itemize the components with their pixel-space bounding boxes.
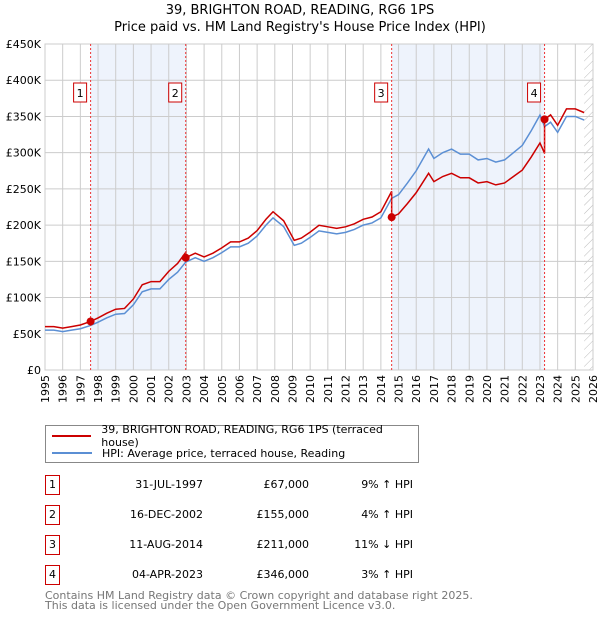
sale-marker-badge: 2 xyxy=(45,505,60,525)
sale-point xyxy=(540,115,549,124)
sale-label-box xyxy=(73,82,88,103)
x-tick-label: 2017 xyxy=(428,375,441,403)
x-tick-label: 2023 xyxy=(534,375,547,403)
x-tick-label: 1999 xyxy=(110,375,123,403)
x-tick-label: 2020 xyxy=(481,375,494,403)
x-tick-label: 2007 xyxy=(251,375,264,403)
y-tick-label: £450K xyxy=(6,38,42,51)
footer-line: Contains HM Land Registry data © Crown c… xyxy=(45,589,473,602)
x-tick-label: 2025 xyxy=(569,375,582,403)
y-tick-label: £250K xyxy=(6,183,42,196)
sale-price: £346,000 xyxy=(256,568,310,581)
x-tick-label: 2024 xyxy=(552,375,565,403)
x-tick-label: 2016 xyxy=(410,375,423,403)
chart-subtitle: Price paid vs. HM Land Registry's House … xyxy=(114,20,486,35)
sale-label: 4 xyxy=(531,87,538,100)
sale-label-box xyxy=(168,82,183,103)
sale-hpi-diff: 3% ↑ HPI xyxy=(361,568,413,581)
x-tick-label: 2001 xyxy=(145,375,158,403)
footer-line: This data is licensed under the Open Gov… xyxy=(45,599,396,612)
property-price-line xyxy=(45,108,585,329)
forecast-hatch xyxy=(584,44,593,370)
legend-item-property: 39, BRIGHTON ROAD, READING, RG6 1PS (ter… xyxy=(52,423,418,449)
sale-date: 11-AUG-2014 xyxy=(129,538,203,551)
x-tick-label: 2026 xyxy=(587,375,600,403)
sale-label-box xyxy=(527,82,542,103)
x-tick-label: 2004 xyxy=(198,375,211,403)
x-tick-label: 1996 xyxy=(57,375,70,403)
sale-date: 31-JUL-1997 xyxy=(135,478,203,491)
x-tick-label: 2008 xyxy=(269,375,282,403)
sale-hpi-diff: 11% ↓ HPI xyxy=(354,538,413,551)
sale-price: £67,000 xyxy=(263,478,310,491)
sale-label-box xyxy=(374,82,389,103)
sale-price: £211,000 xyxy=(256,538,310,551)
y-tick-label: £200K xyxy=(6,219,42,232)
plot-border xyxy=(44,43,594,371)
sale-date: 16-DEC-2002 xyxy=(129,508,203,521)
sale-marker-badge: 4 xyxy=(45,565,60,585)
sale-point xyxy=(181,253,190,262)
sale-label: 2 xyxy=(172,87,179,100)
x-tick-label: 2006 xyxy=(233,375,246,403)
sale-label: 3 xyxy=(378,87,385,100)
legend-label: HPI: Average price, terraced house, Read… xyxy=(102,446,346,460)
x-tick-label: 2022 xyxy=(516,375,529,403)
x-tick-label: 2013 xyxy=(357,375,370,403)
footer: Contains HM Land Registry data © Crown c… xyxy=(45,589,473,612)
plot-area: 1995 1996 1997 1998 1999 2000 2001 2002 2003 2004… xyxy=(6,38,600,403)
legend-item-hpi: HPI: Average price, terraced house, Read… xyxy=(52,445,345,461)
sale-point xyxy=(86,317,95,326)
legend-swatch-red xyxy=(52,435,92,437)
x-tick-label: 2019 xyxy=(463,375,476,403)
sale-label: 1 xyxy=(77,87,84,100)
y-tick-label: £150K xyxy=(6,255,42,268)
shaded-period xyxy=(391,44,545,370)
x-tick-label: 2012 xyxy=(340,375,353,403)
x-tick-label: 2018 xyxy=(446,375,459,403)
sale-hpi-diff: 9% ↑ HPI xyxy=(361,478,413,491)
chart-title: 39, BRIGHTON ROAD, READING, RG6 1PS xyxy=(165,3,435,18)
y-tick-label: £50K xyxy=(13,328,42,341)
y-tick-label: £350K xyxy=(6,110,42,123)
x-tick-label: 2009 xyxy=(286,375,299,403)
legend-swatch-blue xyxy=(52,452,92,454)
hpi-line xyxy=(45,113,585,333)
legend: 39, BRIGHTON ROAD, READING, RG6 1PS (ter… xyxy=(45,423,419,463)
legend-label: 39, BRIGHTON ROAD, READING, RG6 1PS (ter… xyxy=(101,423,383,449)
sale-hpi-diff: 4% ↑ HPI xyxy=(361,508,413,521)
x-tick-label: 1997 xyxy=(74,375,87,403)
sale-marker-badge: 3 xyxy=(45,535,60,555)
x-tick-label: 2014 xyxy=(375,375,388,403)
x-tick-label: 2000 xyxy=(127,375,140,403)
x-tick-label: 2021 xyxy=(499,375,512,403)
sale-marker-badge: 1 xyxy=(45,475,60,495)
x-tick-label: 2011 xyxy=(322,375,335,403)
x-tick-label: 1995 xyxy=(39,375,52,403)
sale-date: 04-APR-2023 xyxy=(131,568,203,581)
y-tick-label: £100K xyxy=(6,292,42,305)
sale-point xyxy=(387,213,396,222)
x-tick-label: 2002 xyxy=(163,375,176,403)
y-tick-label: £400K xyxy=(6,74,42,87)
x-tick-label: 2010 xyxy=(304,375,317,403)
x-tick-label: 2015 xyxy=(393,375,406,403)
x-tick-label: 1998 xyxy=(92,375,105,403)
x-tick-label: 2003 xyxy=(180,375,193,403)
y-tick-label: £0 xyxy=(27,364,41,377)
y-tick-label: £300K xyxy=(6,147,42,160)
x-tick-label: 2005 xyxy=(216,375,229,403)
sale-price: £155,000 xyxy=(256,508,310,521)
